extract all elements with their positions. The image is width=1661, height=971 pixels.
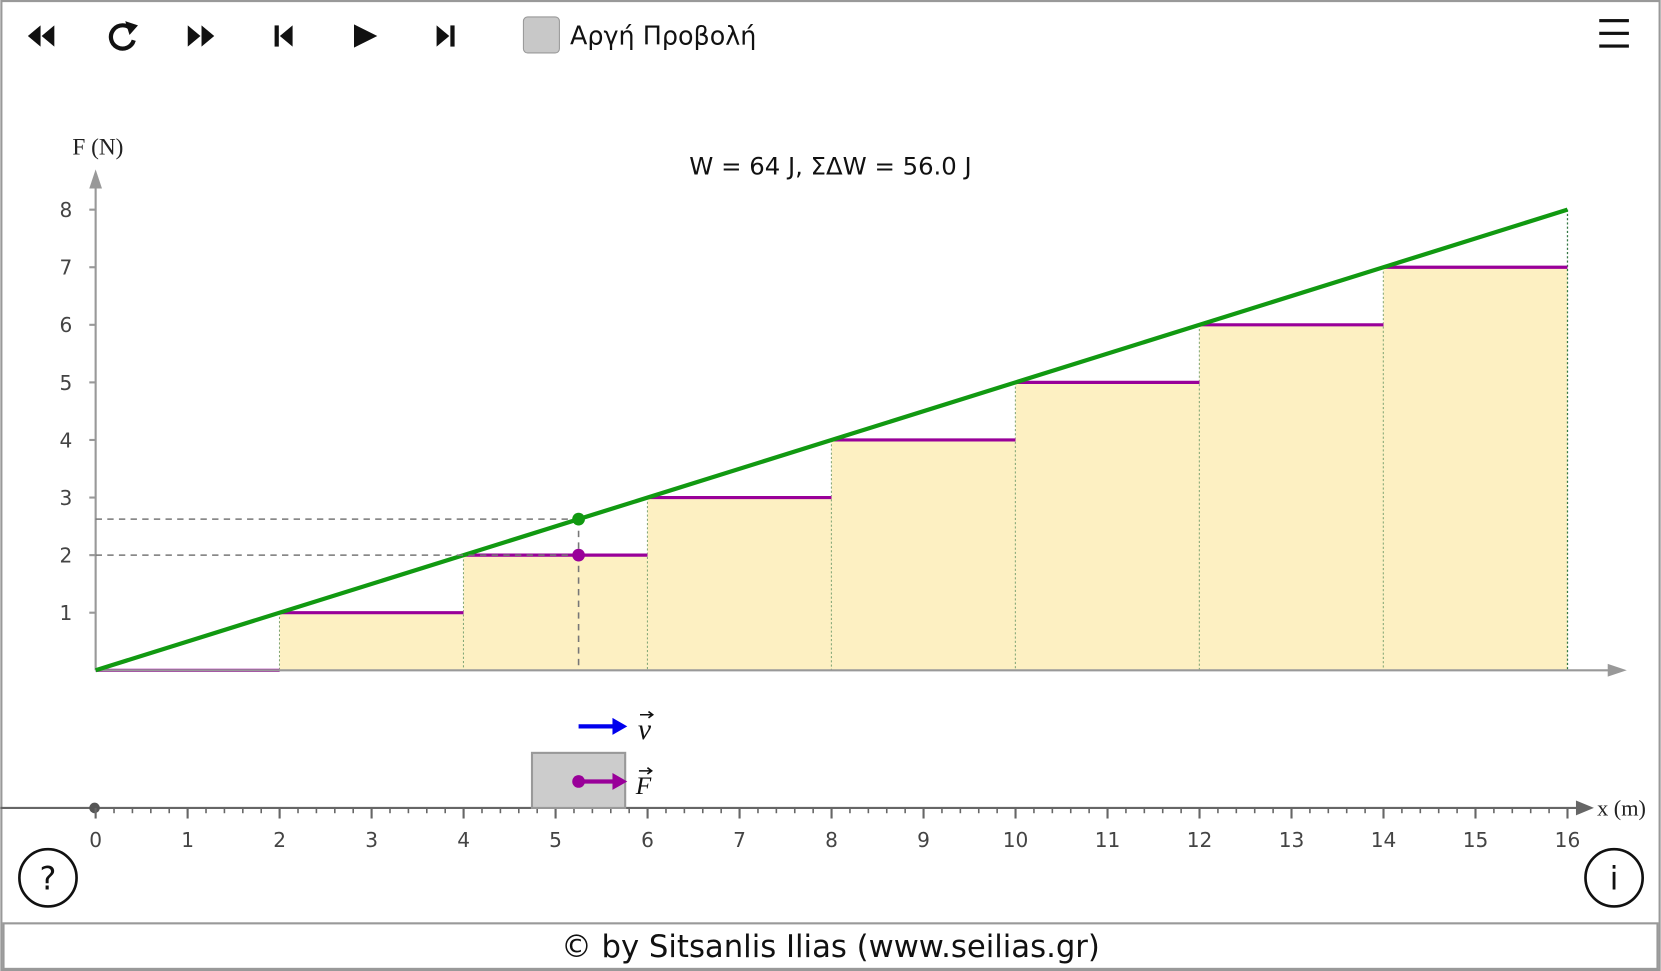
velocity-arrowhead bbox=[612, 717, 628, 735]
y-tick-label: 8 bbox=[60, 198, 73, 222]
x-tick-label: 1 bbox=[181, 828, 194, 852]
force-arrowhead bbox=[612, 772, 628, 790]
bar bbox=[463, 555, 648, 671]
bar bbox=[647, 497, 832, 671]
x-tick-label: 15 bbox=[1463, 828, 1489, 852]
x-tick-label: 4 bbox=[457, 828, 470, 852]
x-tick-label: 2 bbox=[273, 828, 286, 852]
y-axis-arrow bbox=[89, 169, 102, 189]
chart-title: W = 64 J, ΣΔW = 56.0 J bbox=[689, 152, 971, 181]
vector-hat bbox=[638, 767, 653, 775]
step-point bbox=[572, 548, 585, 562]
x-axis-label: x (m) bbox=[1597, 795, 1646, 820]
x-tick-label: 5 bbox=[549, 828, 562, 852]
x-tick-label: 0 bbox=[89, 828, 102, 852]
help-label: ? bbox=[40, 861, 57, 897]
reset-button[interactable] bbox=[108, 21, 138, 51]
bar bbox=[1383, 267, 1568, 671]
x-tick-label: 13 bbox=[1279, 828, 1305, 852]
x-tick-label: 12 bbox=[1187, 828, 1213, 852]
force-line bbox=[94, 207, 1569, 673]
y-tick-label: 6 bbox=[60, 313, 73, 337]
line-point bbox=[572, 512, 585, 526]
origin-dot bbox=[89, 802, 100, 814]
bar bbox=[279, 612, 464, 671]
footer: © by Sitsanlis Ilias (www.seilias.gr) bbox=[561, 930, 1100, 965]
slow-motion-checkbox[interactable] bbox=[522, 16, 560, 54]
step-forward-button[interactable] bbox=[436, 25, 455, 47]
x-tick-label: 14 bbox=[1371, 828, 1397, 852]
x-axis-arrow bbox=[1607, 663, 1627, 677]
x-tick-label: 7 bbox=[733, 828, 746, 852]
slow-motion-label: Αργή Προβολή bbox=[570, 20, 756, 50]
footer-box bbox=[2, 922, 1659, 970]
bar bbox=[831, 439, 1016, 671]
menu-button[interactable] bbox=[1599, 19, 1629, 48]
x-tick-label: 9 bbox=[917, 828, 930, 852]
velocity-label: v bbox=[638, 714, 652, 746]
play-button[interactable] bbox=[354, 24, 378, 48]
help-button[interactable] bbox=[18, 847, 78, 908]
bar bbox=[1199, 324, 1384, 671]
x-tick-label: 10 bbox=[1003, 828, 1029, 852]
position-axis-arrow bbox=[1575, 800, 1594, 816]
info-button[interactable] bbox=[1584, 847, 1644, 908]
y-tick-label: 5 bbox=[60, 371, 73, 395]
y-tick-label: 1 bbox=[60, 601, 73, 625]
x-tick-label: 16 bbox=[1555, 828, 1581, 852]
x-tick-label: 8 bbox=[825, 828, 838, 852]
step-back-button[interactable] bbox=[274, 25, 293, 47]
y-tick-label: 7 bbox=[60, 256, 73, 280]
toolbar: Αργή Προβολή bbox=[27, 16, 1629, 54]
y-tick-label: 2 bbox=[60, 544, 73, 568]
force-label: F bbox=[635, 772, 652, 800]
y-tick-label: 4 bbox=[60, 428, 73, 452]
x-tick-label: 3 bbox=[365, 828, 378, 852]
rewind-button[interactable] bbox=[27, 25, 55, 47]
bar bbox=[1015, 382, 1200, 671]
x-tick-label: 6 bbox=[641, 828, 654, 852]
info-label: i bbox=[1610, 861, 1619, 897]
y-tick-label: 3 bbox=[60, 486, 73, 510]
y-axis-label: F (N) bbox=[72, 135, 123, 161]
x-tick-label: 11 bbox=[1095, 828, 1121, 852]
fast-forward-button[interactable] bbox=[187, 25, 215, 47]
vector-hat bbox=[639, 710, 655, 719]
